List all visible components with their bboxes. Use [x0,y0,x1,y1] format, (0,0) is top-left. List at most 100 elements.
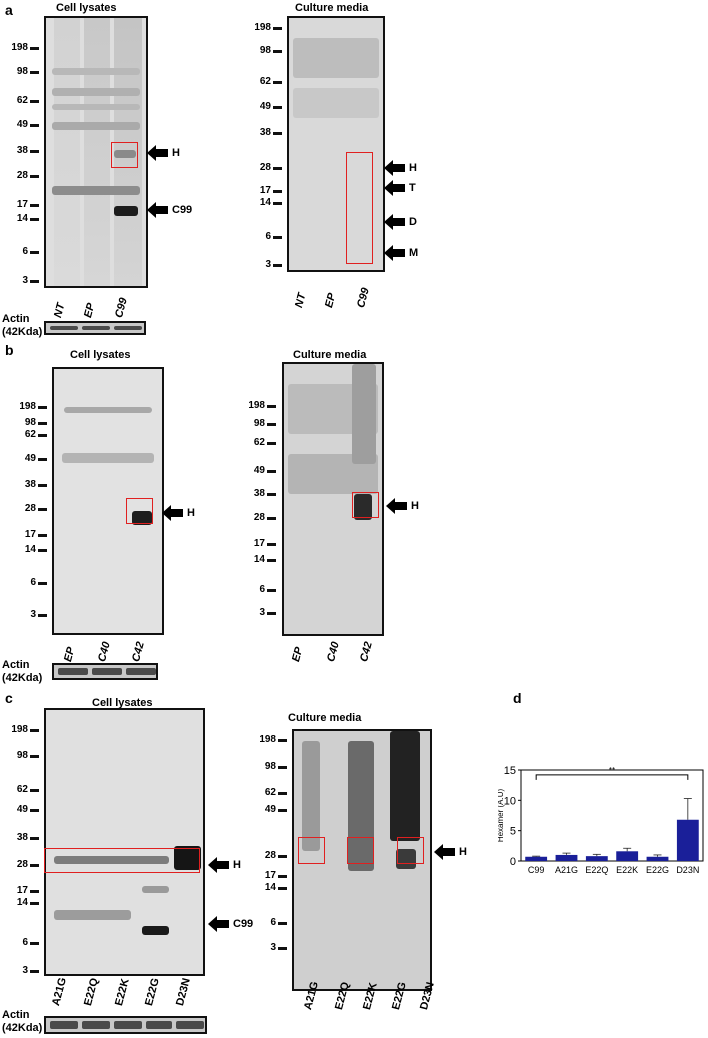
actin-label-line: (42Kda) [2,326,43,338]
marker-tick [30,970,39,973]
lane-label: EP [82,301,98,320]
marker-label: 198 [11,724,28,735]
marker-tick [273,50,282,53]
marker-label: 98 [16,66,28,77]
marker-label: 3 [259,607,265,618]
actin-blot-b [52,663,158,680]
lane-label: C40 [96,640,113,664]
marker-tick [273,167,282,170]
arrow-label: H [172,147,180,159]
panel-letter-c: c [5,690,13,706]
marker-tick [273,132,282,135]
arrow-a-lysate-c99: C99 [147,202,192,218]
arrow-label: H [459,846,467,858]
marker-label: 49 [253,465,265,476]
blot-c-media [292,729,432,991]
marker-label: 198 [254,22,271,33]
marker-label: 14 [24,544,36,555]
marker-tick [30,71,39,74]
marker-label: 3 [270,942,276,953]
marker-tick [30,789,39,792]
marker-label: 38 [259,127,271,138]
marker-tick [267,423,276,426]
lane-label: EP [62,645,78,664]
arrow-b-lysate-h: H [162,505,195,521]
marker-label: 49 [264,804,276,815]
marker-tick [38,458,47,461]
arrow-c-media-h: H [434,844,467,860]
marker-label: 98 [264,761,276,772]
marker-tick [267,493,276,496]
marker-label: 17 [24,529,36,540]
marker-tick [278,809,287,812]
marker-label: 28 [16,170,28,181]
arrow-label: H [233,859,241,871]
bar [525,856,548,861]
lane-label: C40 [325,640,342,664]
actin-label-c: Actin (42Kda) [2,1009,42,1035]
marker-tick [30,864,39,867]
y-tick-label: 0 [510,856,516,868]
lane-label: C99 [355,286,372,310]
arrow-label: H [187,507,195,519]
bar [616,851,639,861]
marker-tick [30,100,39,103]
y-tick-label: 5 [510,826,516,838]
marker-tick [30,809,39,812]
panel-b-lysate-title: Cell lysates [70,349,131,361]
x-tick-label: E22K [616,865,638,875]
marker-tick [30,47,39,50]
blot-b-lysate [52,367,164,635]
arrow-b-media-h: H [386,498,419,514]
actin-label-b: Actin (42Kda) [2,659,42,685]
red-box-c-lysate-h [44,848,200,873]
marker-label: 49 [259,101,271,112]
marker-tick [267,559,276,562]
arrow-left-icon [384,180,393,196]
marker-tick [273,106,282,109]
marker-label: 14 [253,554,265,565]
lane-label: E22G [143,976,162,1008]
marker-tick [30,280,39,283]
arrow-label: T [409,182,416,194]
marker-label: 38 [16,832,28,843]
marker-label: 3 [265,259,271,270]
arrow-a-media-h: H [384,160,417,176]
marker-label: 28 [24,503,36,514]
marker-label: 98 [24,417,36,428]
arrow-label: C99 [172,204,193,216]
actin-label-line: Actin [2,659,30,671]
marker-label: 49 [24,453,36,464]
marker-tick [273,190,282,193]
marker-tick [267,543,276,546]
marker-label: 17 [259,185,271,196]
marker-label: 198 [259,734,276,745]
arrow-a-media-t: T [384,180,416,196]
x-tick-label: E22G [646,865,669,875]
marker-tick [38,614,47,617]
marker-tick [273,202,282,205]
actin-label-line: (42Kda) [2,672,43,684]
marker-label: 49 [16,804,28,815]
marker-label: 98 [259,45,271,56]
x-tick-label: D23N [676,865,699,875]
marker-tick [30,218,39,221]
marker-tick [30,942,39,945]
marker-tick [267,589,276,592]
marker-label: 3 [30,609,36,620]
arrow-left-icon [147,202,156,218]
lane-label: NT [52,301,68,320]
marker-label: 6 [22,937,28,948]
marker-tick [30,150,39,153]
blot-a-media [287,16,385,272]
lane-label: EP [290,645,306,664]
arrow-a-media-m: M [384,245,418,261]
arrow-left-icon [386,498,395,514]
panel-letter-a: a [5,2,13,18]
plot-frame [520,769,704,862]
marker-tick [30,175,39,178]
marker-label: 17 [253,538,265,549]
marker-tick [278,792,287,795]
y-tick-label: 15 [504,765,516,777]
arrow-label: C99 [233,918,254,930]
